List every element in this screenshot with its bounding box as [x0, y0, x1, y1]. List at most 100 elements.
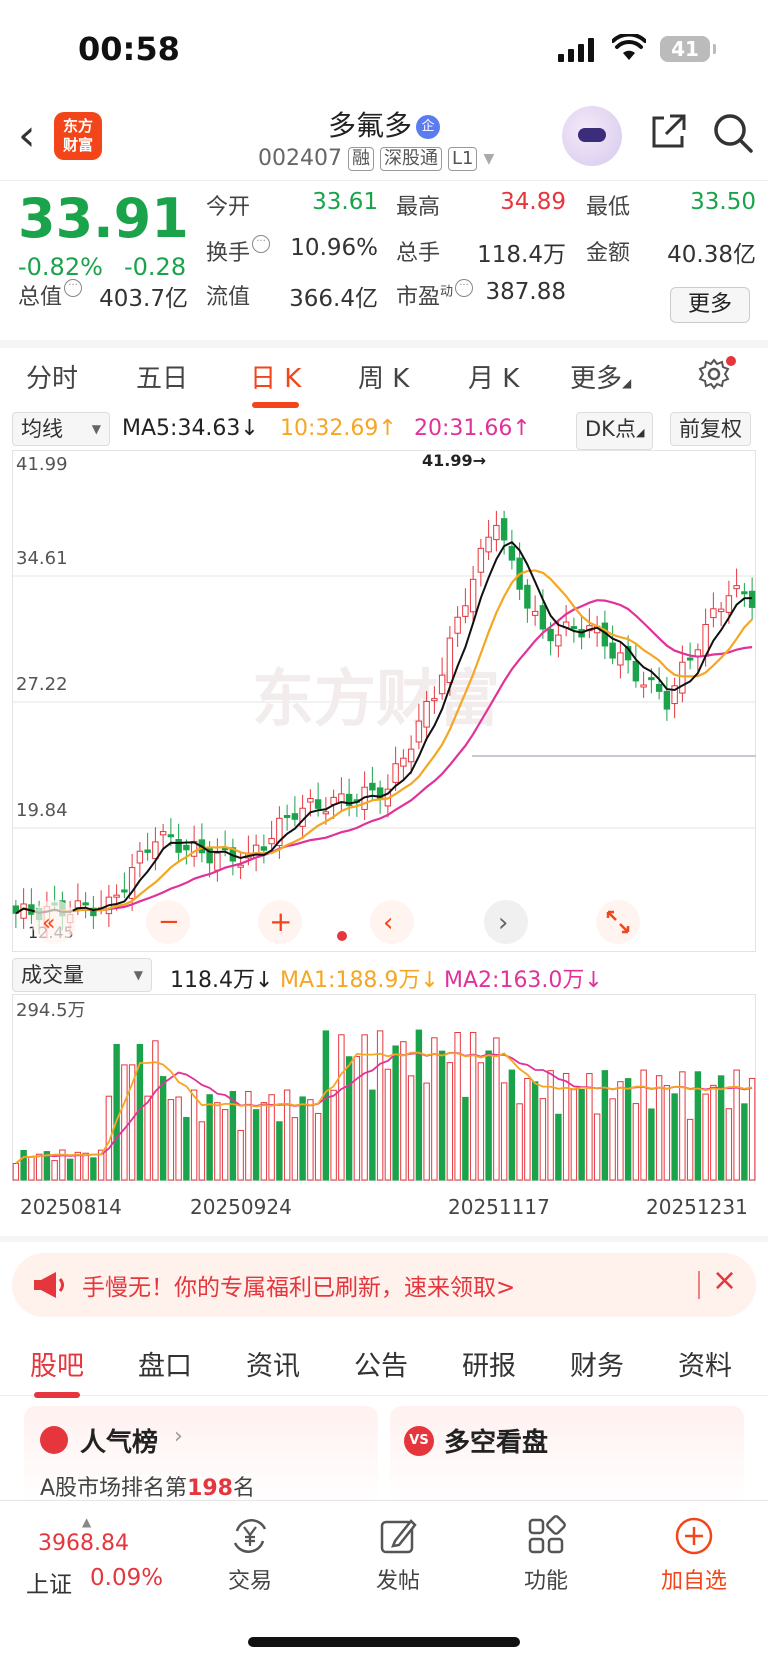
tab-timeshare[interactable]: 分时	[26, 364, 79, 394]
volume-bar	[59, 1149, 66, 1181]
popularity-card[interactable]: 人气榜 › A股市场排名第198名	[24, 1406, 378, 1506]
candlestick-chart[interactable]: 东方财富 41.99 34.61 27.22 19.84 12.45 41.99…	[12, 450, 756, 952]
gear-icon[interactable]	[698, 358, 730, 390]
volume-bar	[578, 1088, 585, 1181]
stock-code-row[interactable]: 002407 融 深股通 L1 ▼	[258, 146, 494, 171]
ma20-line	[15, 599, 753, 915]
prev-button[interactable]: ‹	[370, 900, 414, 944]
volume-bar	[469, 1031, 477, 1181]
tab-order-book[interactable]: 盘口	[138, 1351, 192, 1382]
adjust-button[interactable]: 前复权	[670, 412, 751, 446]
svg-text:+: +	[269, 905, 292, 938]
app-logo[interactable]: 东方 财富	[54, 112, 102, 160]
volume-bar	[167, 1099, 175, 1181]
volume-bar	[183, 1117, 190, 1181]
indicator-select[interactable]: 均线 ▼	[12, 412, 110, 446]
search-icon[interactable]	[712, 112, 754, 154]
tab-news[interactable]: 资讯	[246, 1351, 300, 1382]
volume-bar	[431, 1037, 438, 1181]
back-icon[interactable]: ‹	[18, 110, 36, 161]
close-icon[interactable]: ×	[712, 1263, 738, 1298]
y-label-4: 19.84	[16, 800, 68, 821]
index-value[interactable]: 3968.84	[38, 1531, 129, 1556]
volume-bar	[369, 1089, 376, 1181]
volume-bar	[66, 1158, 74, 1181]
candle-body	[446, 637, 454, 683]
volume-bar	[454, 1031, 461, 1181]
page-dot	[337, 931, 347, 941]
candle-body	[314, 799, 322, 809]
volume-chart[interactable]: 294.5万 20250814 20250924 20251117 202512…	[12, 994, 756, 1236]
volume-bar	[28, 1156, 35, 1181]
volume-bar	[43, 1151, 51, 1181]
home-indicator	[248, 1637, 520, 1647]
volume-bar	[725, 1108, 733, 1181]
ai-assistant-icon[interactable]	[562, 106, 622, 166]
high-marker: 41.99→	[422, 451, 486, 470]
volume-bar	[214, 1102, 221, 1181]
candle-body	[144, 849, 151, 853]
svg-text:«: «	[42, 911, 55, 936]
tab-more[interactable]: 更多◢	[570, 364, 632, 394]
zoom-out-button[interactable]: −	[146, 900, 190, 944]
candle-body	[648, 677, 655, 681]
candle-body	[20, 903, 27, 919]
date-label-3: 20251117	[448, 1195, 550, 1219]
volume-bar	[446, 1062, 454, 1181]
candle-body	[128, 867, 136, 899]
candle-body	[152, 841, 159, 860]
volume-bar	[438, 1050, 446, 1181]
volume-bar	[353, 1056, 361, 1181]
candle-body	[291, 813, 299, 820]
collapse-left-button[interactable]: «	[32, 900, 76, 944]
promo-banner[interactable]: 手慢无！你的专属福利已刷新，速来领取> ×	[12, 1253, 756, 1317]
candle-body	[493, 524, 500, 541]
volume-bar	[276, 1121, 283, 1181]
divider	[0, 340, 768, 348]
tab-profile[interactable]: 资料	[678, 1351, 732, 1382]
candle-body	[82, 902, 89, 906]
volume-bar	[609, 1098, 616, 1181]
svg-text:−: −	[158, 907, 180, 937]
candle-body	[415, 720, 423, 743]
candle-body	[159, 831, 167, 836]
post-button[interactable]: 发帖	[338, 1515, 458, 1595]
candle-body	[500, 518, 508, 541]
tab-research[interactable]: 研报	[462, 1351, 516, 1382]
bull-bear-card[interactable]: VS 多空看盘	[390, 1406, 744, 1506]
volume-bar	[640, 1069, 647, 1181]
volume-ma1: MA1:188.9万↓	[280, 968, 439, 993]
candle-body	[214, 852, 221, 871]
volume-bar	[376, 1030, 384, 1181]
zoom-in-button[interactable]: +	[258, 900, 302, 944]
candle-body	[531, 610, 539, 616]
index-change[interactable]: 0.09%	[90, 1565, 164, 1591]
functions-button[interactable]: 功能	[486, 1515, 606, 1595]
share-icon[interactable]	[648, 112, 688, 152]
amount-label: 金额	[586, 241, 631, 266]
volume-ma2: MA2:163.0万↓	[444, 968, 603, 993]
tab-monthly-k[interactable]: 月 K	[468, 364, 520, 394]
tab-finance[interactable]: 财务	[570, 1351, 624, 1382]
next-button[interactable]: ›	[484, 900, 528, 944]
volume-bar	[741, 1103, 748, 1181]
candle-body	[717, 608, 725, 613]
status-bar: 00:58 41	[0, 0, 768, 100]
tab-announcements[interactable]: 公告	[354, 1351, 408, 1382]
volume-bar	[35, 1153, 43, 1181]
add-watchlist-button[interactable]: 加自选	[634, 1515, 754, 1595]
more-button[interactable]: 更多	[670, 287, 750, 323]
tab-forum[interactable]: 股吧	[30, 1344, 84, 1398]
pe-value: 387.88	[485, 279, 566, 305]
volume-bar	[90, 1157, 97, 1181]
dk-point-button[interactable]: DK点◢	[576, 412, 654, 450]
tab-five-day[interactable]: 五日	[136, 364, 189, 394]
index-name[interactable]: 上证	[26, 1572, 72, 1598]
volume-select[interactable]: 成交量 ▼	[12, 958, 152, 992]
candle-body	[206, 847, 213, 864]
fullscreen-icon[interactable]	[596, 900, 640, 944]
y-label-3: 27.22	[16, 674, 68, 695]
tab-daily-k[interactable]: 日 K	[250, 358, 301, 408]
trade-button[interactable]: 交易	[190, 1515, 310, 1595]
tab-weekly-k[interactable]: 周 K	[358, 364, 410, 394]
